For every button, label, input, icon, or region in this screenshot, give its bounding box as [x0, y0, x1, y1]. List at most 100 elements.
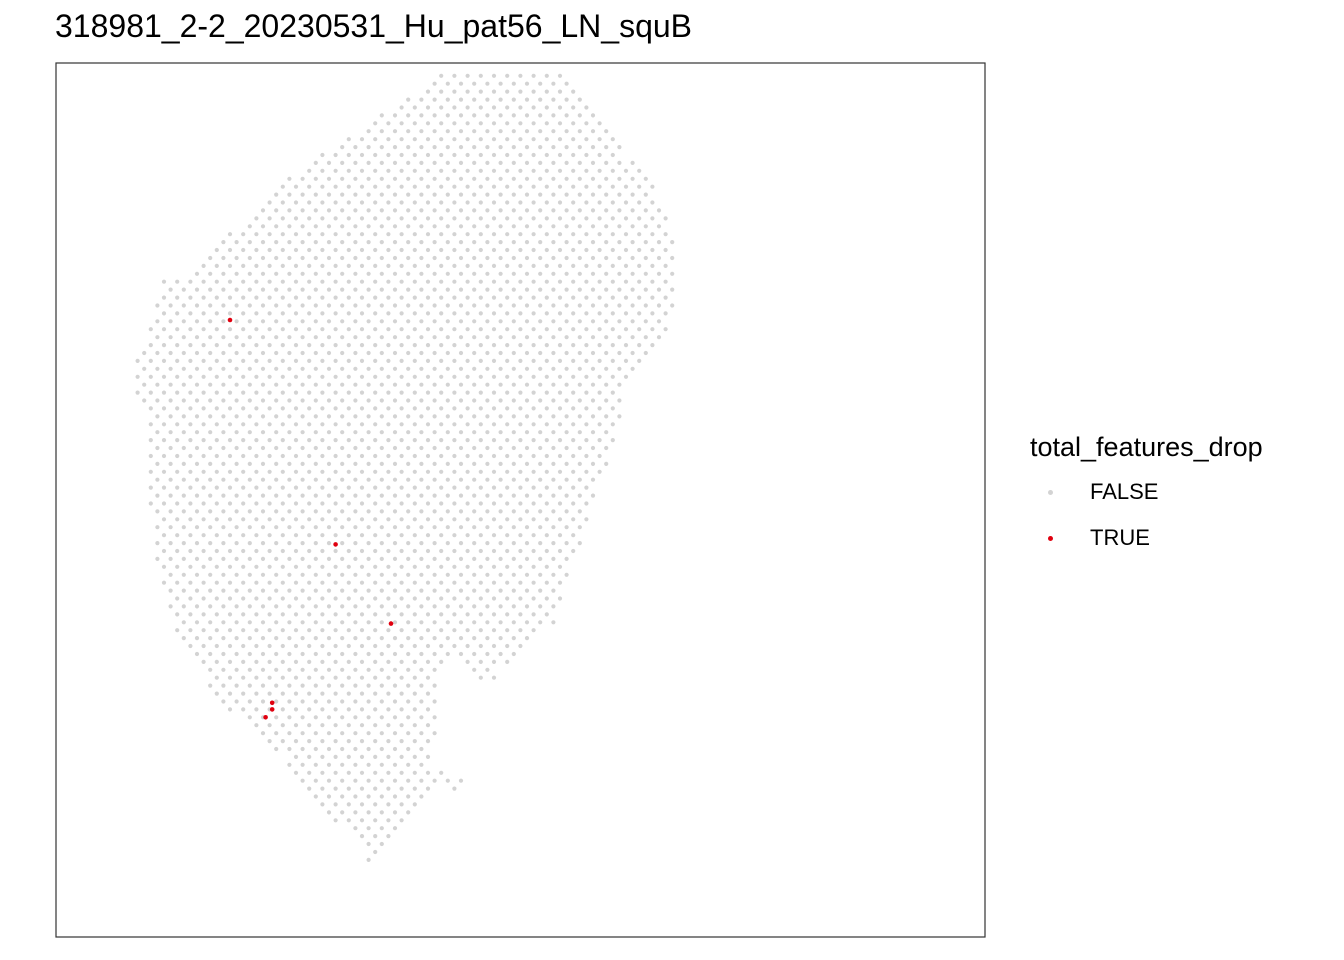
false-point [485, 160, 490, 165]
false-point [168, 303, 173, 308]
false-point [584, 406, 589, 411]
false-point [445, 382, 450, 387]
false-point [406, 778, 411, 783]
false-point [307, 232, 312, 237]
false-point [458, 509, 464, 514]
false-point [518, 564, 523, 569]
false-point [148, 422, 153, 427]
false-point [432, 208, 437, 213]
false-point [432, 335, 437, 340]
false-point [551, 509, 556, 514]
false-point [445, 113, 450, 118]
false-point [432, 303, 437, 308]
false-point [320, 200, 325, 205]
false-point [518, 73, 523, 78]
false-point [597, 343, 602, 348]
false-point [544, 184, 549, 189]
false-point [406, 699, 411, 704]
false-point [353, 572, 358, 577]
false-point [320, 691, 325, 696]
false-point [287, 192, 292, 197]
false-point [650, 279, 655, 284]
false-point [247, 461, 252, 466]
false-point [373, 216, 378, 221]
false-point [214, 327, 219, 332]
false-point [148, 485, 153, 490]
false-point [458, 541, 464, 546]
false-point [392, 335, 398, 340]
false-point [260, 224, 266, 229]
false-point [333, 247, 338, 253]
false-point [326, 620, 332, 625]
false-point [359, 739, 365, 744]
false-point [346, 247, 351, 253]
false-point [518, 247, 523, 253]
false-point [392, 746, 398, 752]
false-point [505, 548, 510, 554]
false-point [227, 390, 233, 395]
false-point [333, 675, 338, 680]
false-point [412, 564, 417, 569]
false-point [227, 533, 233, 538]
false-point [551, 461, 556, 466]
false-point [333, 311, 338, 316]
false-point [274, 588, 279, 593]
false-point [610, 374, 615, 379]
false-point [386, 137, 391, 142]
false-point [148, 390, 153, 395]
false-point [346, 786, 351, 791]
false-point [379, 509, 384, 514]
false-point [373, 564, 378, 569]
false-point [201, 643, 206, 649]
false-point [142, 366, 147, 371]
false-point [333, 628, 338, 633]
false-point [287, 683, 292, 688]
false-point [148, 358, 153, 363]
false-point [386, 754, 391, 760]
false-point [181, 319, 186, 324]
false-point [214, 548, 219, 554]
false-point [333, 200, 338, 205]
false-point [458, 113, 464, 118]
false-point [247, 366, 252, 371]
false-point [392, 493, 398, 498]
false-point [208, 620, 213, 625]
false-point [551, 572, 556, 577]
false-point [412, 374, 417, 379]
false-point [221, 493, 226, 498]
false-point [432, 667, 437, 672]
false-point [326, 525, 332, 530]
false-point [280, 469, 285, 474]
false-point [392, 303, 398, 308]
false-point [392, 525, 398, 530]
false-point [379, 224, 384, 229]
false-point [531, 216, 536, 221]
false-point [399, 295, 404, 300]
false-point [551, 240, 556, 245]
false-point [604, 461, 609, 466]
false-point [287, 651, 292, 657]
true-point [269, 700, 275, 706]
false-point [518, 152, 523, 158]
false-point [392, 382, 398, 387]
false-point [227, 580, 233, 585]
false-point [538, 145, 543, 150]
false-point [274, 398, 279, 403]
false-point [168, 398, 173, 403]
false-point [472, 160, 477, 165]
false-point [577, 398, 582, 403]
false-point [406, 303, 411, 308]
false-point [399, 216, 404, 221]
false-point [267, 438, 272, 443]
false-point [313, 271, 318, 276]
false-point [491, 406, 497, 411]
false-point [161, 343, 167, 348]
false-point [452, 786, 457, 791]
false-point [260, 366, 266, 371]
false-point [194, 287, 200, 292]
false-point [524, 287, 530, 292]
false-point [359, 232, 365, 237]
false-point [346, 802, 351, 807]
false-point [584, 152, 589, 158]
false-point [359, 659, 365, 665]
